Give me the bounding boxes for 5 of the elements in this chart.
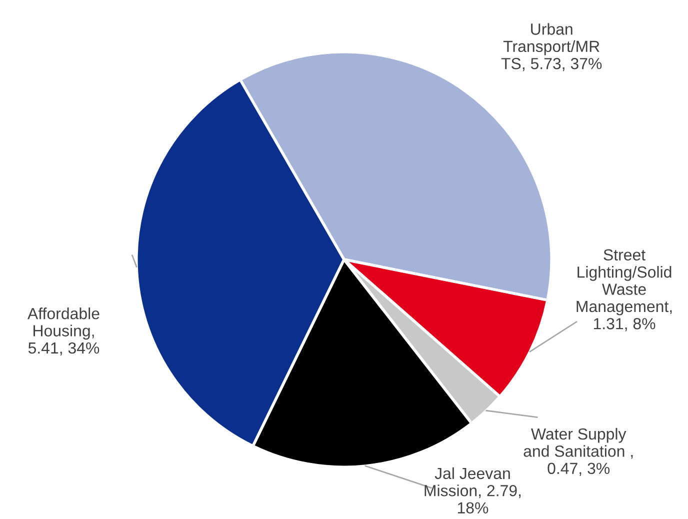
slice-label: Urban Transport/MR TS, 5.73, 37% (501, 23, 602, 72)
slice-label: Street Lighting/Solid Waste Management, 1.31, 8% (576, 249, 672, 332)
slice-label: Jal Jeevan Mission, 2.79, 18% (424, 467, 521, 514)
slice-label: Affordable Housing, 5.41, 34% (28, 308, 100, 356)
slice-label: Water Supply and Sanitation , 0.47, 3% (524, 428, 633, 476)
